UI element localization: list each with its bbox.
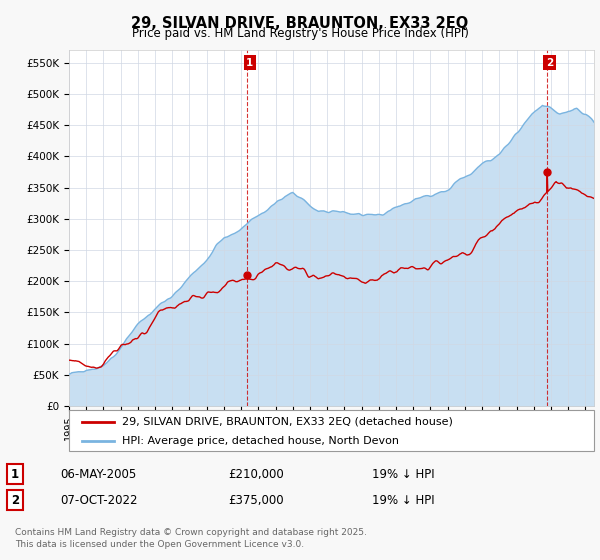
Text: 07-OCT-2022: 07-OCT-2022: [60, 494, 137, 507]
Text: 19% ↓ HPI: 19% ↓ HPI: [372, 494, 434, 507]
Text: 29, SILVAN DRIVE, BRAUNTON, EX33 2EQ: 29, SILVAN DRIVE, BRAUNTON, EX33 2EQ: [131, 16, 469, 31]
Text: £210,000: £210,000: [228, 468, 284, 481]
Text: Contains HM Land Registry data © Crown copyright and database right 2025.
This d: Contains HM Land Registry data © Crown c…: [15, 528, 367, 549]
Text: 06-MAY-2005: 06-MAY-2005: [60, 468, 136, 481]
Text: 29, SILVAN DRIVE, BRAUNTON, EX33 2EQ (detached house): 29, SILVAN DRIVE, BRAUNTON, EX33 2EQ (de…: [121, 417, 452, 427]
Text: 2: 2: [546, 58, 553, 68]
Text: 2: 2: [11, 494, 19, 507]
Text: Price paid vs. HM Land Registry's House Price Index (HPI): Price paid vs. HM Land Registry's House …: [131, 27, 469, 40]
Text: 19% ↓ HPI: 19% ↓ HPI: [372, 468, 434, 481]
Text: 1: 1: [11, 468, 19, 481]
Text: 1: 1: [246, 58, 253, 68]
Text: £375,000: £375,000: [228, 494, 284, 507]
Text: HPI: Average price, detached house, North Devon: HPI: Average price, detached house, Nort…: [121, 436, 398, 446]
